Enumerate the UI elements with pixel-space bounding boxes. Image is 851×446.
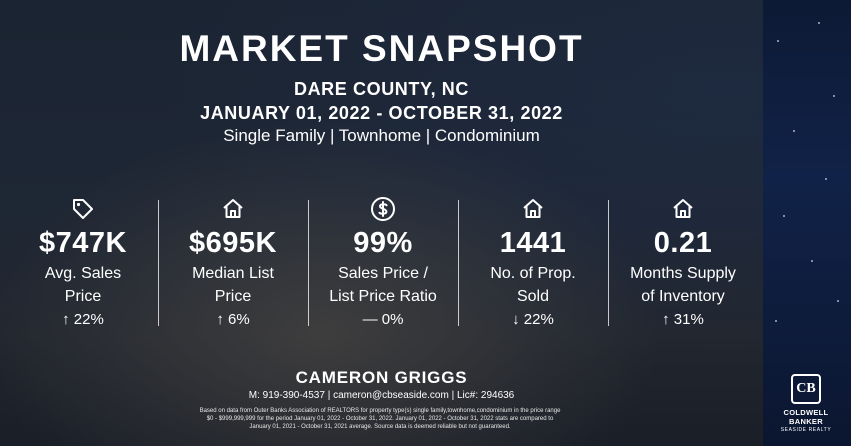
house-icon [158,196,308,222]
stat-value: 99% [353,227,413,259]
stat-label-line: Median List [192,265,274,282]
property-types: Single Family | Townhome | Condominium [223,126,540,145]
stats-row: $747K Avg. Sales Price ↑ 22% $695K Media… [8,196,758,336]
stat-value: 1441 [499,227,567,259]
stat-change: ↑ 6% [216,311,250,328]
date-range-heading: JANUARY 01, 2022 - OCTOBER 31, 2022 [200,103,563,123]
stat-label-line: Sales Price / [338,265,428,282]
stat-value: $695K [189,227,277,259]
house-icon [458,196,608,222]
brand-line-3: SEASIDE REALTY [780,427,832,433]
stat-label: Median List Price [158,262,308,308]
disclaimer-line: Based on data from Outer Banks Associati… [199,408,561,414]
stat-label: Months Supply of Inventory [608,262,758,308]
stat-label: No. of Prop. Sold [458,262,608,308]
page-title: MARKET SNAPSHOT [179,28,584,69]
stat-label: Sales Price / List Price Ratio [308,262,458,308]
house-icon [608,196,758,222]
stat-value: 0.21 [653,227,713,259]
stat-change: — 0% [362,311,404,328]
brand-sidebar: CB COLDWELL BANKER SEASIDE REALTY [763,0,851,446]
stat-label: Avg. Sales Price [8,262,158,308]
disclaimer-line: January 01, 2021 - October 31, 2021 aver… [249,424,511,430]
stat-label-line: Price [64,288,102,305]
stat-label-line: Price [214,288,252,305]
stat-label-line: Avg. Sales [44,265,122,282]
stat-label-line: Sold [516,288,550,305]
coldwell-banker-logo: CB COLDWELL BANKER SEASIDE REALTY [779,374,833,434]
content-overlay [0,0,763,446]
stat-avg-sales-price: $747K Avg. Sales Price ↑ 22% [8,196,158,336]
stat-median-list-price: $695K Median List Price ↑ 6% [158,196,308,336]
brand-line-2: BANKER [789,417,823,426]
stat-change: ↑ 31% [662,311,704,328]
stat-label-line: List Price Ratio [329,288,437,305]
disclaimer-line: $0 - $999,999,999 for the period January… [206,416,554,422]
stat-months-supply: 0.21 Months Supply of Inventory ↑ 31% [608,196,758,336]
stat-label-line: No. of Prop. [490,265,576,282]
agent-name: CAMERON GRIGGS [295,368,468,387]
stat-label-line: Months Supply [630,265,736,282]
brand-line-1: COLDWELL [783,408,829,417]
stat-label-line: of Inventory [641,288,725,305]
cb-logo-mark: CB [791,374,821,404]
stat-properties-sold: 1441 No. of Prop. Sold ↓ 22% [458,196,608,336]
stat-change: ↓ 22% [512,311,554,328]
disclaimer: Based on data from Outer Banks Associati… [170,407,590,431]
stat-change: ↑ 22% [62,311,104,328]
agent-contact: M: 919-390-4537 | cameron@cbseaside.com … [248,390,515,401]
price-tag-icon [8,196,158,222]
stat-value: $747K [39,227,127,259]
stat-sales-list-ratio: 99% Sales Price / List Price Ratio — 0% [308,196,458,336]
location-heading: DARE COUNTY, NC [293,79,469,99]
dollar-circle-icon [308,196,458,222]
